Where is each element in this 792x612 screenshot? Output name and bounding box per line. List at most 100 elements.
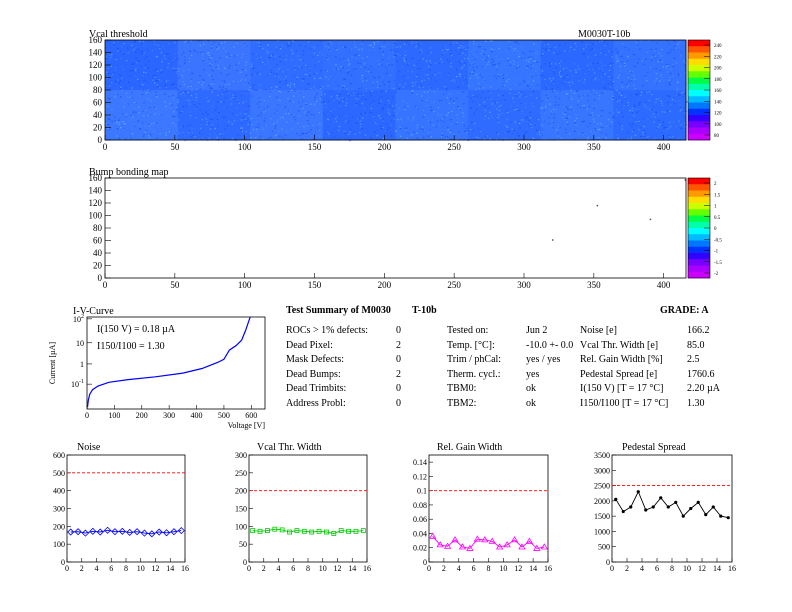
plot-x-tick-label: 14 [166,564,174,573]
x-tick-label: 200 [378,280,392,290]
data-point [503,541,511,548]
palette-label: 240 [714,44,722,49]
roc-block [177,40,251,91]
palette-band [688,115,710,122]
iv-x-tick-label: 500 [218,411,230,420]
data-point [309,529,315,535]
palette-band [688,228,710,235]
roc-block [395,40,469,91]
data-point [301,528,307,534]
defect-row-label: Mask Defects: [286,354,345,365]
plot-x-tick-label: 14 [348,564,356,573]
plot-x-tick-label: 2 [442,564,446,573]
plot-x-tick-label: 14 [713,564,721,573]
plot-x-tick-label: 8 [306,564,310,573]
plot-x-tick-label: 10 [319,564,327,573]
data-point [488,537,496,544]
palette-band [688,178,710,185]
x-tick-label: 300 [517,142,531,152]
plot-x-tick-label: 14 [529,564,537,573]
condition-row-label: TBM0: [447,383,477,394]
palette-band [688,190,710,198]
defect-row-label: Dead Bumps: [286,368,341,380]
y-tick-label: 60 [93,98,103,108]
plot-y-tick-label: 0.02 [413,544,427,553]
plot-frame [248,454,368,563]
condition-row-value: ok [526,383,536,394]
summary-title: Test Summary of M0030 [286,305,391,316]
vcal-palette: 240 220 200 180 160 140 120 100 80 [687,39,722,141]
condition-row-label: Therm. cycl.: [447,368,501,380]
plot-x-tick-label: 6 [109,564,113,573]
iv-x-tick-label: 200 [136,411,148,420]
plot-x-tick-label: 4 [457,564,461,573]
performance-row-value: 2.5 [687,354,700,365]
plot-y-tick-label: 500 [598,543,610,552]
plot-x-tick-label: 10 [683,564,691,573]
plot-x-tick-label: 2 [80,564,84,573]
plot-x-tick-label: 16 [363,564,371,573]
palette-band [688,203,710,210]
data-point [360,528,366,534]
dead-bump-point [596,204,599,207]
palette-band [688,259,710,266]
plot-y-tick-label: 0 [61,558,65,567]
palette-label: 100 [714,123,722,128]
plot-y-tick-label: 3500 [594,451,610,460]
plot-y-tick-label: 0.06 [413,515,427,524]
data-point [719,514,723,518]
palette-band [688,127,710,135]
dead-bump-point [551,239,554,241]
palette-label: 1.5 [714,193,721,198]
condition-row-label: Tested on: [447,325,489,336]
x-tick-label: 300 [517,280,531,290]
data-point [177,527,185,535]
x-tick-label: 250 [447,280,461,290]
palette-band [688,133,710,141]
data-point [148,530,156,538]
data-point [140,529,149,537]
map-title: Vcal threshold [89,29,148,40]
grade-label: GRADE: A [660,305,709,316]
palette-band [688,209,710,216]
x-tick-label: 200 [378,142,392,152]
plot-y-tick-label: 50 [239,540,247,549]
vcal-width-plot: Vcal Thr. Width 0 2 4 6 8 10 12 14 16 0 50 100 150 200… [235,442,371,573]
palette-label: 80 [714,134,720,139]
module-id-label: M0030T-10b [578,29,630,40]
data-point [636,490,640,494]
palette-band [688,265,710,273]
plot-x-tick-label: 16 [181,564,189,573]
palette-band [688,234,710,241]
roc-block [105,90,179,141]
performance-row-label: Pedestal Spread [e] [580,368,658,380]
data-point [316,528,322,534]
palette-band [688,102,710,110]
data-point [133,528,141,536]
data-point [265,528,270,534]
palette-label: 120 [714,112,722,117]
plot-x-tick-label: 10 [499,564,507,573]
plot-title: Noise [77,442,101,453]
palette-band [688,71,710,78]
plot-y-tick-label: 0 [423,558,427,567]
roc-block [177,90,251,141]
plot-y-tick-label: 200 [235,487,247,496]
roc-block [468,40,542,91]
palette-band [688,83,710,91]
plot-y-tick-label: 0.12 [413,472,427,481]
data-point [436,541,444,548]
pixel-noise [105,40,688,141]
iv-annotation-ratio: I150/I100 = 1.30 [97,341,165,352]
y-tick-label: 20 [93,123,103,133]
gain-width-plot: Rel. Gain Width 0 2 4 6 8 10 12 14 16 0 0.02 0.04 0.0… [413,442,552,573]
data-point [162,529,171,537]
defect-row-value: 0 [396,354,401,365]
plot-x-tick-label: 2 [625,564,629,573]
performance-row-value: 85.0 [687,339,705,351]
data-point [614,497,618,501]
roc-block [613,90,687,141]
plot-y-tick-label: 300 [53,505,65,514]
